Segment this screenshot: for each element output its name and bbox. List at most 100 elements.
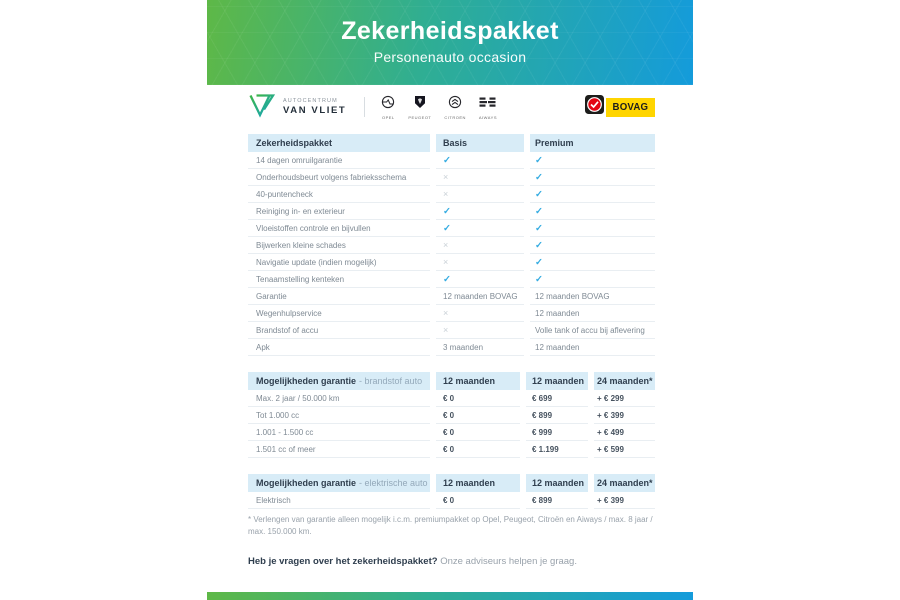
price-value: € 1.199	[526, 441, 588, 458]
table-row: Reiniging in- en exterieur ✓ ✓	[248, 203, 655, 220]
citroen-logo: CITROËN	[444, 95, 466, 120]
footnote: * Verlengen van garantie alleen mogelijk…	[248, 515, 653, 537]
row-label: Tenaamstelling kenteken	[248, 271, 430, 288]
dealer-logo: AUTOCENTRUM VAN VLIET	[248, 92, 346, 123]
row-label: Garantie	[248, 288, 430, 305]
logo-row: AUTOCENTRUM VAN VLIET OPEL	[248, 90, 655, 124]
package-header-basis: Basis	[436, 134, 524, 152]
check-icon: ✓	[436, 271, 524, 288]
package-table-body: 14 dagen omruilgarantie ✓ ✓ Onderhoudsbeurt…	[248, 152, 655, 356]
table-row: Garantie 12 maanden BOVAG 12 maanden BOVAG	[248, 288, 655, 305]
cell-value: 12 maanden	[530, 305, 655, 322]
cross-icon: ×	[436, 322, 524, 339]
table-row: 40-puntencheck × ✓	[248, 186, 655, 203]
check-icon: ✓	[530, 271, 655, 288]
row-label: Wegenhulpservice	[248, 305, 430, 322]
package-header-name: Zekerheidspakket	[248, 134, 430, 152]
brand-caption: CITROËN	[444, 114, 466, 120]
electric-pricing-table: Mogelijkheden garantie - elektrische aut…	[248, 474, 655, 509]
brand-caption: AIWAYS	[478, 114, 497, 120]
price-value: € 0	[436, 441, 520, 458]
check-icon: ✓	[530, 203, 655, 220]
fuel-table-body: Max. 2 jaar / 50.000 km € 0 € 699 + € 299 To…	[248, 390, 655, 458]
table-row: Onderhoudsbeurt volgens fabrieksschema × ✓	[248, 169, 655, 186]
price-value: + € 399	[594, 492, 655, 509]
price-value: € 0	[436, 407, 520, 424]
table-row: Max. 2 jaar / 50.000 km € 0 € 699 + € 299	[248, 390, 655, 407]
price-value: € 899	[526, 492, 588, 509]
brand-caption: OPEL	[381, 114, 395, 120]
table-row: Tenaamstelling kenteken ✓ ✓	[248, 271, 655, 288]
row-label: 1.001 - 1.500 cc	[248, 424, 430, 441]
row-label: Onderhoudsbeurt volgens fabrieksschema	[248, 169, 430, 186]
page-title: Zekerheidspakket	[341, 17, 559, 45]
table-row: 1.501 cc of meer € 0 € 1.199 + € 599	[248, 441, 655, 458]
dealer-name-top: AUTOCENTRUM	[283, 97, 338, 104]
price-value: € 699	[526, 390, 588, 407]
fuel-table-title: Mogelijkheden garantie - brandstof auto	[248, 372, 430, 390]
price-value: € 0	[436, 424, 520, 441]
opel-icon	[381, 95, 395, 114]
row-label: Apk	[248, 339, 430, 356]
table-row: Apk 3 maanden 12 maanden	[248, 339, 655, 356]
table-row: Elektrisch € 0 € 899 + € 399	[248, 492, 655, 509]
header-banner: Zekerheidspakket Personenauto occasion	[207, 0, 693, 85]
row-label: Max. 2 jaar / 50.000 km	[248, 390, 430, 407]
price-value: + € 499	[594, 424, 655, 441]
cell-value: Volle tank of accu bij aflevering	[530, 322, 655, 339]
dealer-name: AUTOCENTRUM VAN VLIET	[283, 98, 346, 117]
price-value: € 999	[526, 424, 588, 441]
cross-icon: ×	[436, 254, 524, 271]
table-row: 14 dagen omruilgarantie ✓ ✓	[248, 152, 655, 169]
footer-question-bold: Heb je vragen over het zekerheidspakket?	[248, 556, 438, 567]
fuel-table-title-bold: Mogelijkheden garantie	[256, 376, 357, 386]
fuel-table-header: Mogelijkheden garantie - brandstof auto …	[248, 372, 655, 390]
citroen-icon	[448, 95, 462, 114]
bottom-gradient-bar	[207, 592, 693, 600]
page-subtitle: Personenauto occasion	[373, 49, 527, 65]
cross-icon: ×	[436, 186, 524, 203]
electric-table-title: Mogelijkheden garantie - elektrische aut…	[248, 474, 430, 492]
row-label: Elektrisch	[248, 492, 430, 509]
electric-col-header-3: 24 maanden*	[594, 474, 655, 492]
package-table-header: Zekerheidspakket Basis Premium	[248, 134, 655, 152]
peugeot-icon	[414, 95, 426, 114]
table-row: Vloeistoffen controle en bijvullen ✓ ✓	[248, 220, 655, 237]
row-label: 1.501 cc of meer	[248, 441, 430, 458]
van-vliet-v7-icon	[248, 92, 276, 123]
row-label: Bijwerken kleine schades	[248, 237, 430, 254]
row-label: Navigatie update (indien mogelijk)	[248, 254, 430, 271]
check-icon: ✓	[530, 237, 655, 254]
bovag-emblem-icon	[585, 95, 605, 119]
table-row: Bijwerken kleine schades × ✓	[248, 237, 655, 254]
electric-col-header-2: 12 maanden	[526, 474, 588, 492]
row-label: Tot 1.000 cc	[248, 407, 430, 424]
table-row: Wegenhulpservice × 12 maanden	[248, 305, 655, 322]
table-row: Tot 1.000 cc € 0 € 899 + € 399	[248, 407, 655, 424]
bovag-label: BOVAG	[612, 101, 649, 113]
row-label: Reiniging in- en exterieur	[248, 203, 430, 220]
price-value: + € 399	[594, 407, 655, 424]
electric-col-header-1: 12 maanden	[436, 474, 520, 492]
row-label: Brandstof of accu	[248, 322, 430, 339]
bovag-logo: BOVAG	[585, 95, 655, 119]
cell-value: 12 maanden BOVAG	[530, 288, 655, 305]
electric-table-title-light: - elektrische auto	[359, 478, 428, 488]
row-label: Vloeistoffen controle en bijvullen	[248, 220, 430, 237]
price-value: + € 599	[594, 441, 655, 458]
table-row: 1.001 - 1.500 cc € 0 € 999 + € 499	[248, 424, 655, 441]
fuel-col-header-2: 12 maanden	[526, 372, 588, 390]
peugeot-logo: PEUGEOT	[408, 95, 431, 120]
fuel-pricing-table: Mogelijkheden garantie - brandstof auto …	[248, 372, 655, 458]
row-label: 14 dagen omruilgarantie	[248, 152, 430, 169]
check-icon: ✓	[436, 220, 524, 237]
electric-table-header: Mogelijkheden garantie - elektrische aut…	[248, 474, 655, 492]
footer-question: Heb je vragen over het zekerheidspakket?…	[248, 556, 668, 567]
electric-table-title-bold: Mogelijkheden garantie	[256, 478, 357, 488]
electric-table-body: Elektrisch € 0 € 899 + € 399	[248, 492, 655, 509]
cross-icon: ×	[436, 237, 524, 254]
row-label: 40-puntencheck	[248, 186, 430, 203]
cell-value: 12 maanden	[530, 339, 655, 356]
aiways-logo: AIWAYS	[479, 95, 497, 120]
brand-caption: PEUGEOT	[408, 114, 432, 120]
